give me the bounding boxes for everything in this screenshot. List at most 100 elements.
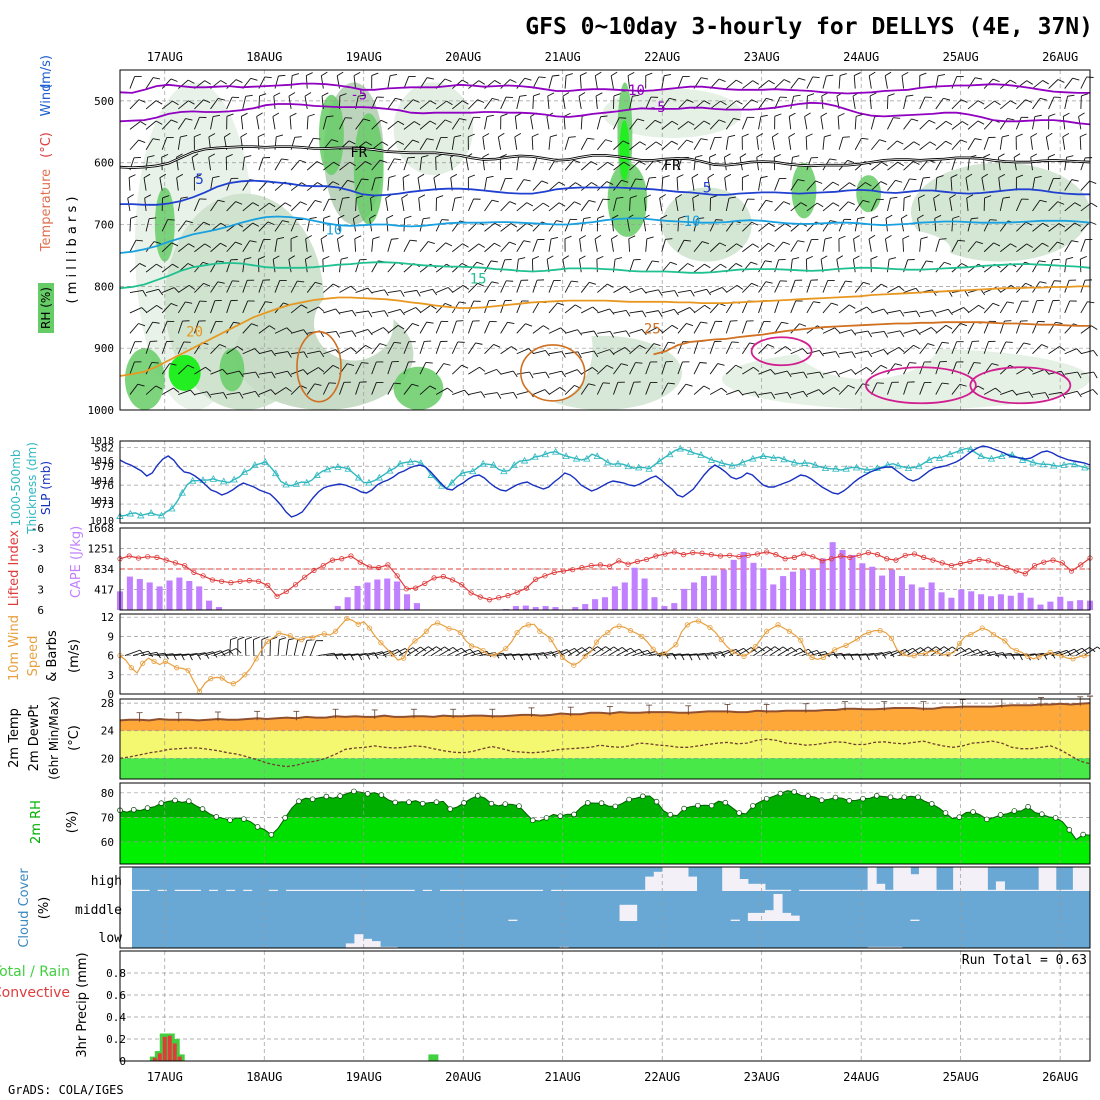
- wind-barb-flag: [758, 646, 765, 652]
- wind-barb-flag: [545, 371, 550, 379]
- wind-barb: [165, 653, 182, 657]
- wind-barb-flag: [978, 304, 985, 310]
- wind-speed-marker: [242, 672, 248, 678]
- rh-marker: [543, 815, 550, 821]
- wind-barb: [177, 220, 187, 232]
- wind-barb-flag: [783, 241, 791, 245]
- thickness-marker: [852, 463, 861, 471]
- wind-speed-marker: [389, 651, 395, 657]
- cloud-cell: [422, 889, 432, 891]
- wind-barb: [1016, 221, 1026, 232]
- wind-speed-marker: [911, 652, 917, 659]
- wind-barb-flag: [690, 290, 695, 297]
- wind-barb-flag: [454, 196, 462, 199]
- cloud-cell: [516, 889, 526, 891]
- wind-barb: [693, 385, 705, 395]
- wind-barb-flag: [703, 100, 711, 105]
- wind-barb-flag: [607, 161, 614, 167]
- isotherm-30-loop: [969, 366, 1072, 405]
- wind-barb-flag: [637, 118, 645, 122]
- minmax-axis-label: (6hr Min/Max): [47, 696, 61, 780]
- isotherm-25-loop: [296, 330, 342, 403]
- wind-barb: [516, 240, 525, 252]
- wind-barb: [870, 116, 876, 130]
- wind-barb-flag: [901, 214, 908, 219]
- wind-barb-flag: [235, 241, 243, 246]
- wind-barb-flag: [595, 71, 602, 77]
- cloud-cell: [679, 867, 689, 891]
- wind-barb: [468, 391, 482, 395]
- wind-barb: [289, 116, 292, 130]
- cape-bar: [760, 568, 767, 610]
- wind-barb: [887, 140, 898, 151]
- wind-barb: [178, 285, 190, 293]
- wind-barb-flag: [675, 194, 682, 199]
- lifted-index-marker: [902, 552, 908, 558]
- lifted-index-marker: [893, 557, 899, 563]
- wind-barb-flag: [611, 235, 618, 240]
- wind-barb-flag: [995, 387, 1002, 393]
- isotherm-line: [653, 321, 1090, 356]
- wind-barb-flag: [267, 221, 275, 226]
- wind-barb: [677, 289, 691, 293]
- wind-barb-flag: [715, 219, 723, 221]
- cape-axis-label: CAPE (J/kg): [69, 526, 84, 598]
- wind-barb-flag: [820, 112, 828, 117]
- cloud-cell: [901, 867, 911, 891]
- wind-barb-flag: [1048, 154, 1055, 158]
- wind-barb: [145, 138, 154, 150]
- wind-barb: [229, 639, 231, 656]
- wind-barb: [194, 300, 201, 314]
- wind-barb-flag: [870, 255, 878, 260]
- wind-barb: [161, 100, 173, 110]
- wind-barb-flag: [498, 132, 505, 138]
- wind-barb-flag: [290, 235, 298, 240]
- wind-barb-flag: [515, 112, 522, 117]
- wind-barb-flag: [228, 649, 234, 655]
- lifted-index-marker: [505, 593, 511, 599]
- temperature-unit-label: (°C): [39, 132, 54, 158]
- wind-speed-marker: [480, 647, 486, 654]
- wind-barb: [1080, 202, 1092, 212]
- wind-barb-flag: [220, 222, 227, 228]
- wind-speed-marker: [219, 675, 225, 681]
- wind-barb: [500, 201, 510, 212]
- wind-barb: [951, 99, 962, 110]
- wind-barb: [484, 116, 488, 130]
- wind-barb: [1048, 96, 1055, 110]
- cloud-cell: [893, 946, 903, 948]
- wind-barb: [371, 382, 377, 395]
- cape-bar: [661, 606, 668, 610]
- wind-barb: [435, 242, 446, 253]
- wind-barb: [419, 362, 427, 375]
- cloud-cell: [645, 876, 655, 891]
- lifted-index-marker: [366, 564, 373, 570]
- wind-speed-marker: [559, 654, 566, 661]
- wind-barb: [758, 80, 769, 89]
- lifted-index-marker: [736, 554, 742, 560]
- wind-barb-flag: [480, 391, 486, 398]
- wind-barb: [656, 652, 673, 657]
- cloud-axis-label: Cloud Cover: [17, 868, 32, 948]
- rh-marker: [323, 793, 330, 800]
- wind-barb: [820, 116, 824, 130]
- wind-barb-flag: [799, 323, 807, 327]
- wind-speed-marker: [832, 647, 838, 653]
- cloud-cell: [1064, 889, 1074, 891]
- temp-tick-label: 28: [101, 697, 114, 710]
- wind-barb: [516, 371, 530, 375]
- wind-barb: [274, 158, 282, 171]
- wind-barb: [221, 648, 237, 657]
- wind-barb: [594, 238, 598, 252]
- wind-barb: [210, 199, 219, 212]
- cape-bar: [908, 584, 915, 610]
- wind-speed-marker: [707, 624, 713, 631]
- wind-barb-flag: [760, 175, 768, 179]
- wind-barb: [935, 342, 943, 354]
- lifted-index-marker: [597, 562, 603, 568]
- wind-barb: [691, 177, 695, 191]
- wind-barb-flag: [752, 80, 759, 85]
- wind-barb: [320, 75, 324, 89]
- wind-barb: [178, 389, 191, 395]
- wind-barb: [613, 140, 624, 151]
